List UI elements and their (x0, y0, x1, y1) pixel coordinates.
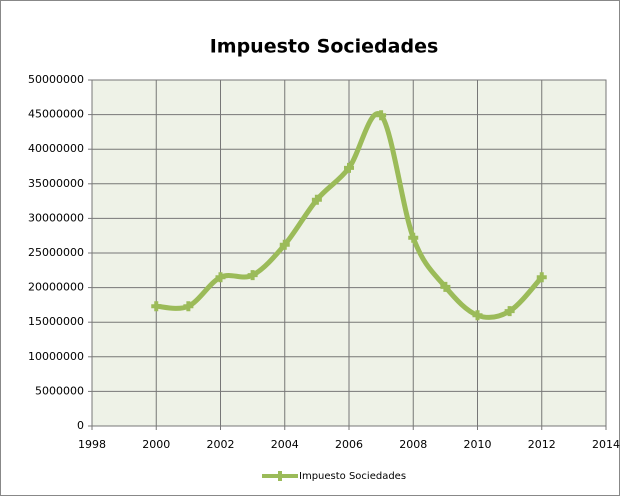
marker (247, 270, 258, 281)
legend-label: Impuesto Sociedades (299, 471, 406, 482)
y-tick-label: 10000000 (28, 350, 84, 363)
marker (151, 301, 162, 312)
marker (215, 272, 226, 283)
y-tick-label: 40000000 (28, 142, 84, 155)
marker (376, 110, 387, 121)
y-tick-label: 35000000 (28, 177, 84, 190)
marker (536, 272, 547, 283)
marker (344, 162, 354, 173)
x-tick-label: 2004 (271, 438, 299, 451)
y-tick-label: 25000000 (28, 246, 84, 259)
legend-marker (275, 471, 285, 481)
x-tick-label: 1998 (78, 438, 106, 451)
marker (440, 281, 451, 292)
marker (279, 239, 290, 250)
x-tick-label: 2014 (592, 438, 620, 451)
x-tick-label: 2002 (207, 438, 235, 451)
y-tick-label: 30000000 (28, 211, 84, 224)
marker (504, 306, 515, 317)
x-tick-label: 2012 (528, 438, 556, 451)
marker (408, 232, 419, 243)
y-tick-label: 45000000 (28, 108, 84, 121)
x-tick-label: 2000 (142, 438, 170, 451)
y-tick-label: 5000000 (35, 384, 84, 397)
x-tick-label: 2010 (464, 438, 492, 451)
y-tick-label: 15000000 (28, 315, 84, 328)
marker (183, 301, 194, 312)
y-tick-label: 50000000 (28, 73, 84, 86)
y-tick-label: 0 (77, 419, 84, 432)
y-tick-label: 20000000 (28, 281, 84, 294)
x-tick-label: 2006 (335, 438, 363, 451)
marker (472, 310, 483, 321)
x-tick-label: 2008 (399, 438, 427, 451)
marker (311, 194, 322, 205)
chart-title: Impuesto Sociedades (210, 36, 439, 58)
